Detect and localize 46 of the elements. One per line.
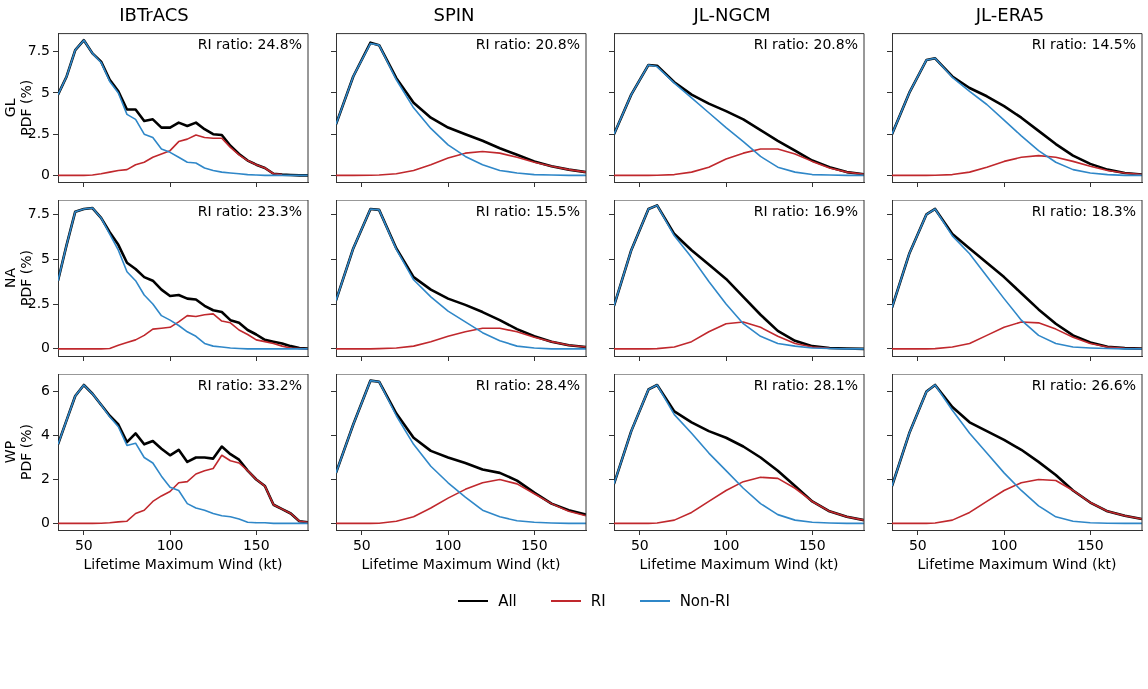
x-tick-label: 50: [352, 537, 371, 554]
x-tick-label: 100: [712, 537, 740, 554]
x-axis-title: Lifetime Maximum Wind (kt): [83, 556, 283, 573]
legend-label: Non-RI: [679, 592, 730, 610]
y-tick-label: 0: [41, 339, 50, 356]
y-tick-label: 0: [41, 166, 50, 183]
annotation: RI ratio: 28.4%: [475, 376, 580, 393]
x-tick-label: 50: [630, 537, 649, 554]
x-tick-label: 100: [990, 537, 1018, 554]
annotation: RI ratio: 14.5%: [1031, 36, 1136, 53]
x-tick-label: 100: [156, 537, 184, 554]
legend-label: RI: [590, 592, 606, 610]
x-tick-label: 150: [520, 537, 548, 554]
chart-title: SPIN: [433, 4, 475, 26]
y-tick-label: 7.5: [27, 42, 50, 59]
annotation: RI ratio: 15.5%: [475, 202, 580, 219]
x-tick-label: 150: [798, 537, 826, 554]
y-tick-label: 0: [41, 514, 50, 531]
x-axis-title: Lifetime Maximum Wind (kt): [917, 556, 1117, 573]
annotation: RI ratio: 23.3%: [197, 202, 302, 219]
y-tick-label: 4: [41, 426, 51, 443]
y-tick-label: 2: [41, 470, 50, 487]
y-tick-label: 6: [41, 382, 51, 399]
y-axis-title: WP PDF (%): [2, 424, 34, 480]
x-tick-label: 150: [242, 537, 270, 554]
chart-title: IBTrACS: [119, 4, 189, 26]
x-tick-label: 100: [434, 537, 462, 554]
annotation: RI ratio: 16.9%: [753, 202, 858, 219]
annotation: RI ratio: 28.1%: [753, 376, 858, 393]
annotation: RI ratio: 18.3%: [1031, 202, 1136, 219]
x-tick-label: 50: [908, 537, 927, 554]
annotation: RI ratio: 20.8%: [475, 36, 580, 53]
annotation: RI ratio: 24.8%: [197, 36, 302, 53]
chart-title: JL-ERA5: [974, 4, 1045, 26]
y-tick-label: 7.5: [27, 204, 50, 221]
x-tick-label: 50: [74, 537, 93, 554]
y-tick-label: 5: [41, 83, 50, 100]
x-axis-title: Lifetime Maximum Wind (kt): [361, 556, 561, 573]
legend-label: All: [498, 592, 517, 610]
annotation: RI ratio: 26.6%: [1031, 376, 1136, 393]
annotation: RI ratio: 20.8%: [753, 36, 858, 53]
annotation: RI ratio: 33.2%: [197, 376, 302, 393]
y-tick-label: 5: [41, 249, 50, 266]
chart-title: JL-NGCM: [692, 4, 771, 26]
x-tick-label: 150: [1076, 537, 1104, 554]
x-axis-title: Lifetime Maximum Wind (kt): [639, 556, 839, 573]
